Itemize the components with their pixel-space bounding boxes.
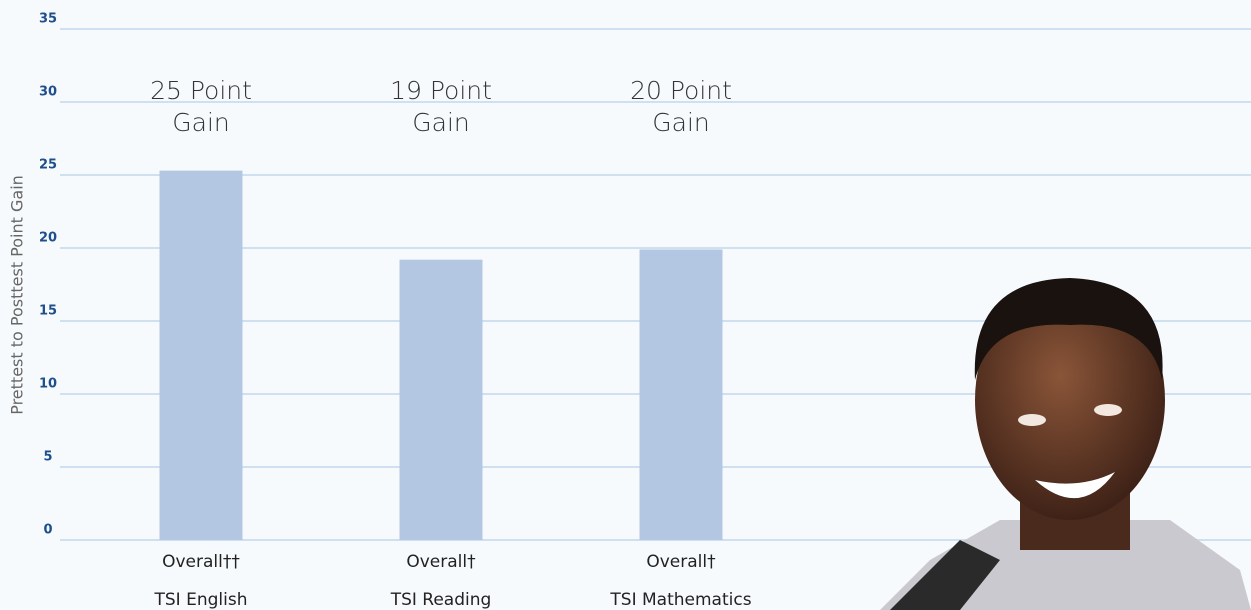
page: Prettest to Posttest Point Gain 0 5 10 15 20… (0, 0, 1251, 610)
y-tick-label: 15 (39, 304, 57, 319)
subgroup-label: Overall† (331, 552, 551, 572)
x-tick-label: TSI Reading (331, 590, 551, 610)
x-tick-label: TSI English (91, 590, 311, 610)
y-axis-label: Prettest to Posttest Point Gain (8, 175, 27, 415)
value-label: 19 Point Gain (376, 75, 506, 139)
photo (880, 278, 1251, 610)
y-tick-label: 25 (39, 158, 57, 173)
value-label: 20 Point Gain (616, 75, 746, 139)
y-tick-label: 35 (39, 12, 57, 27)
subgroup-label: Overall†† (91, 552, 311, 572)
eye (1094, 404, 1122, 416)
y-tick-label: 20 (39, 231, 57, 246)
y-tick-label: 5 (43, 450, 52, 465)
y-tick-label: 10 (39, 377, 57, 392)
eye (1018, 414, 1046, 426)
bar (400, 260, 483, 540)
subgroup-label: Overall† (571, 552, 791, 572)
y-tick-label: 30 (39, 85, 57, 100)
value-label: 25 Point Gain (136, 75, 266, 139)
bar (640, 249, 723, 540)
bar (160, 171, 243, 540)
x-tick-label: TSI Mathematics (571, 590, 791, 610)
y-tick-label: 0 (43, 523, 52, 538)
